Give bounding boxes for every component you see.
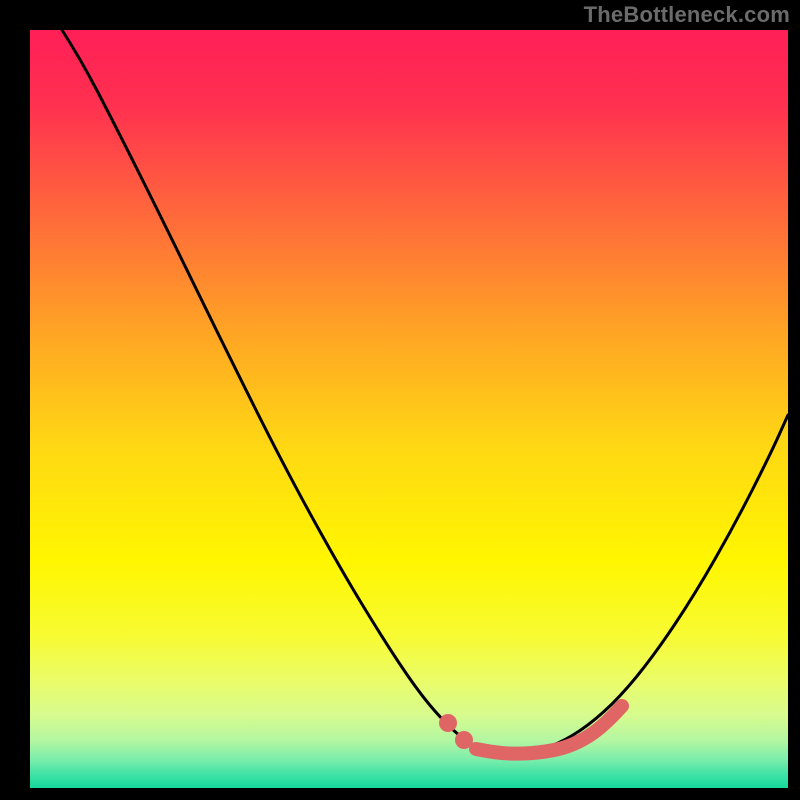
highlight-marker (439, 714, 457, 732)
highlight-marker (455, 731, 473, 749)
bottleneck-curve (62, 30, 788, 754)
watermark-text: TheBottleneck.com (584, 2, 790, 28)
chart-container: TheBottleneck.com (0, 0, 800, 800)
curve-overlay (0, 0, 800, 800)
